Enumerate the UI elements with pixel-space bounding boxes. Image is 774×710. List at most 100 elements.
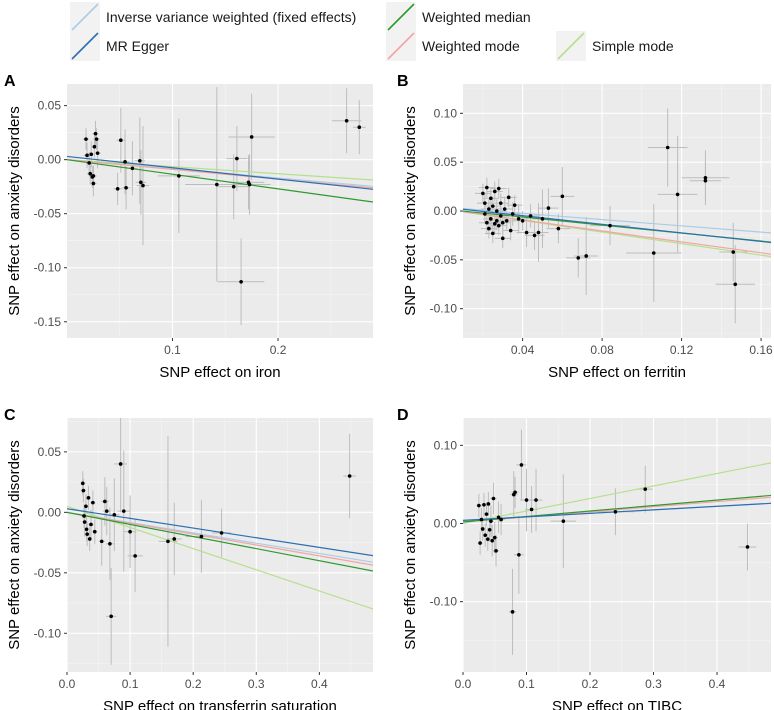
data-point xyxy=(489,196,493,201)
legend-item-weighted-mode: Weighted mode xyxy=(386,31,520,61)
data-point xyxy=(491,204,495,208)
data-point xyxy=(87,161,91,165)
data-point xyxy=(121,509,126,513)
panel-letter: A xyxy=(4,73,16,90)
legend-label-weighted-median: Weighted median xyxy=(422,9,531,25)
data-point xyxy=(490,538,495,543)
legend-line-ivw xyxy=(71,3,99,31)
legend-key-weighted-median xyxy=(386,2,416,32)
x-axis-title: SNP effect on transferrin saturation xyxy=(103,698,337,710)
data-point xyxy=(513,490,517,495)
data-point xyxy=(357,125,362,130)
data-point xyxy=(231,184,236,189)
data-point xyxy=(247,182,252,187)
data-point xyxy=(139,180,143,185)
regression-line-simple-mode xyxy=(67,159,373,181)
data-point xyxy=(91,500,95,505)
data-point xyxy=(104,509,109,513)
data-point xyxy=(91,174,96,178)
data-point xyxy=(172,537,177,541)
x-axis-title: SNP effect on TIBC xyxy=(552,698,682,710)
panel-background xyxy=(67,84,373,338)
data-point xyxy=(504,218,509,223)
data-point xyxy=(93,131,98,136)
data-point xyxy=(92,144,97,149)
data-point xyxy=(480,527,485,531)
data-point xyxy=(492,221,497,226)
panel-background xyxy=(67,418,373,672)
x-tick-label: 0.2 xyxy=(185,677,202,691)
data-point xyxy=(484,512,489,516)
y-axis-title: SNP effect on anxiety disorders xyxy=(6,440,23,650)
x-tick-label: 0.2 xyxy=(270,343,287,357)
y-tick-label: 0.00 xyxy=(38,505,62,519)
data-point xyxy=(516,217,521,221)
data-point xyxy=(215,182,219,187)
data-point xyxy=(519,463,524,467)
plot-area xyxy=(67,418,373,665)
data-point xyxy=(82,520,87,524)
data-point xyxy=(481,191,485,196)
data-point xyxy=(82,514,86,518)
data-point xyxy=(492,189,497,194)
data-point xyxy=(532,233,537,238)
data-point xyxy=(508,228,513,233)
data-point xyxy=(103,499,107,504)
y-tick-label: -0.15 xyxy=(34,315,62,329)
data-point xyxy=(92,529,97,534)
data-point xyxy=(731,250,736,254)
regression-line-weighted-median xyxy=(67,159,373,203)
y-tick-label: -0.05 xyxy=(34,207,62,221)
y-tick-label: -0.10 xyxy=(34,261,62,275)
legend: Inverse variance weighted (fixed effects… xyxy=(0,0,774,62)
y-tick-label: 0.10 xyxy=(434,106,458,120)
panel-b: 0.04 0.08 0.12 0.16 0.10 0.05 0.00 -0.05 -0.10 SN… xyxy=(397,73,773,381)
data-point xyxy=(133,554,137,558)
legend-line-weighted-median xyxy=(387,3,415,31)
panel-letter: C xyxy=(4,407,16,424)
data-point xyxy=(613,509,618,514)
data-point xyxy=(479,517,484,522)
data-point xyxy=(506,195,511,200)
panel-background xyxy=(463,418,771,672)
data-point xyxy=(483,533,488,538)
data-point xyxy=(99,539,104,544)
x-tick-label: 0.3 xyxy=(645,677,662,691)
data-point xyxy=(498,201,503,205)
data-point xyxy=(489,519,493,523)
legend-label-simple-mode: Simple mode xyxy=(592,38,674,54)
data-point xyxy=(534,498,538,502)
x-tick-label: 0.08 xyxy=(590,343,614,357)
data-point xyxy=(477,503,481,508)
data-point xyxy=(199,534,204,539)
data-point xyxy=(219,531,224,535)
data-point xyxy=(524,498,529,502)
data-point xyxy=(733,282,738,287)
regression-line-weighted-mode xyxy=(67,511,373,566)
panel-c: 0.0 0.1 0.2 0.3 0.4 0.05 0.00 -0.05 -0.10 SNP eff… xyxy=(4,407,373,710)
data-point xyxy=(500,236,505,241)
data-point xyxy=(108,541,112,546)
data-point xyxy=(556,226,561,231)
data-point xyxy=(166,539,170,544)
data-point xyxy=(88,171,93,176)
data-point xyxy=(520,218,525,223)
data-point xyxy=(478,541,482,545)
data-point xyxy=(119,138,123,143)
panel-d: 0.0 0.1 0.2 0.3 0.4 0.10 0.00 -0.10 SNP effect o… xyxy=(397,407,771,710)
x-tick-label: 0.4 xyxy=(311,677,328,691)
x-tick-label: 0.0 xyxy=(59,677,76,691)
data-point xyxy=(115,187,120,191)
data-point xyxy=(608,223,612,228)
data-point xyxy=(665,145,670,150)
data-point xyxy=(536,230,541,235)
data-point xyxy=(81,488,86,493)
data-point xyxy=(485,537,490,541)
legend-key-weighted-mode xyxy=(386,31,416,61)
legend-item-mr-egger: MR Egger xyxy=(70,31,169,61)
regression-line-simple-mode xyxy=(463,462,771,525)
data-point xyxy=(85,153,89,158)
data-point xyxy=(95,151,100,155)
data-point xyxy=(91,181,96,186)
panel-a: 0.1 0.2 0.05 0.00 -0.05 -0.10 -0.15 SNP effect … xyxy=(4,73,373,381)
